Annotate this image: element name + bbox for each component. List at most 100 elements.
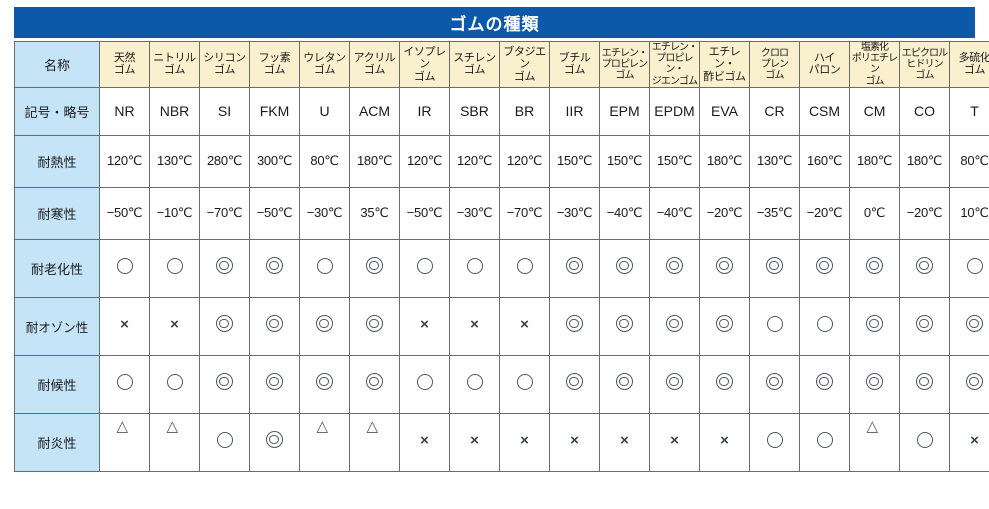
cell-sbr-0: 120℃ <box>449 134 500 188</box>
double-circle-icon <box>266 257 283 275</box>
cell-epm-0: 150℃ <box>599 134 650 188</box>
double-circle-icon <box>266 431 283 449</box>
type-header-epdm: エチレン・ プロピレン・ ジエンゴム <box>649 41 700 88</box>
column-header-name: 名称 <box>14 41 100 88</box>
cell-cr-2 <box>749 238 800 298</box>
circle-icon <box>516 257 533 274</box>
cell-eva-0: 180℃ <box>699 134 750 188</box>
cell-t-3 <box>949 296 989 356</box>
cell-co-4 <box>899 354 950 414</box>
table-row-property: 耐オゾン性 × × × × × <box>14 296 989 356</box>
cell-cm-2 <box>849 238 900 298</box>
type-header-si: シリコン ゴム <box>199 41 250 88</box>
cell-br-5: × <box>499 412 550 472</box>
cell-iir-2 <box>549 238 600 298</box>
abbr-nr: NR <box>99 86 150 136</box>
cell-cm-5 <box>849 412 900 472</box>
type-header-iir: ブチル ゴム <box>549 41 600 88</box>
cross-icon: × <box>620 432 629 450</box>
cell-epm-5: × <box>599 412 650 472</box>
circle-icon <box>416 373 433 390</box>
triangle-icon <box>117 420 133 446</box>
cell-cr-0: 130℃ <box>749 134 800 188</box>
abbr-si: SI <box>199 86 250 136</box>
double-circle-icon <box>266 315 283 333</box>
cross-icon: × <box>970 432 979 450</box>
cell-epdm-1: −40℃ <box>649 186 700 240</box>
abbr-acm: ACM <box>349 86 400 136</box>
cell-nbr-2 <box>149 238 200 298</box>
cell-eva-3 <box>699 296 750 356</box>
circle-icon <box>166 373 183 390</box>
circle-icon <box>116 257 133 274</box>
double-circle-icon <box>716 315 733 333</box>
cell-iir-3 <box>549 296 600 356</box>
cross-icon: × <box>120 316 129 334</box>
cross-icon: × <box>170 316 179 334</box>
triangle-icon <box>367 420 383 446</box>
double-circle-icon <box>316 373 333 391</box>
cell-co-2 <box>899 238 950 298</box>
circle-icon <box>816 315 833 332</box>
cell-fkm-1: −50℃ <box>249 186 300 240</box>
abbr-fkm: FKM <box>249 86 300 136</box>
cross-icon: × <box>720 432 729 450</box>
cell-iir-1: −30℃ <box>549 186 600 240</box>
row-header-3: 耐オゾン性 <box>14 296 100 356</box>
cell-ir-4 <box>399 354 450 414</box>
cell-cm-4 <box>849 354 900 414</box>
cell-br-0: 120℃ <box>499 134 550 188</box>
cell-ir-5: × <box>399 412 450 472</box>
cell-acm-5 <box>349 412 400 472</box>
double-circle-icon <box>866 373 883 391</box>
abbr-co: CO <box>899 86 950 136</box>
cell-br-2 <box>499 238 550 298</box>
cell-epm-2 <box>599 238 650 298</box>
cell-csm-1: −20℃ <box>799 186 850 240</box>
cell-cr-1: −35℃ <box>749 186 800 240</box>
cell-br-3: × <box>499 296 550 356</box>
cell-u-1: −30℃ <box>299 186 350 240</box>
cell-co-0: 180℃ <box>899 134 950 188</box>
double-circle-icon <box>616 315 633 333</box>
cell-nbr-4 <box>149 354 200 414</box>
cell-eva-4 <box>699 354 750 414</box>
cell-csm-0: 160℃ <box>799 134 850 188</box>
cell-csm-5 <box>799 412 850 472</box>
triangle-icon <box>167 420 183 446</box>
type-header-acm: アクリル ゴム <box>349 41 400 88</box>
double-circle-icon <box>316 315 333 333</box>
type-header-t: 多硫化 ゴム <box>949 41 989 88</box>
cross-icon: × <box>520 316 529 334</box>
abbr-iir: IIR <box>549 86 600 136</box>
table-row-property: 耐寒性 −50℃ −10℃ −70℃ −50℃ −30℃ 35℃ −50℃ −30℃ −70℃ −3… <box>14 186 989 240</box>
cell-nr-0: 120℃ <box>99 134 150 188</box>
abbr-nbr: NBR <box>149 86 200 136</box>
circle-icon <box>216 431 233 448</box>
abbr-t: T <box>949 86 989 136</box>
cell-co-1: −20℃ <box>899 186 950 240</box>
cell-acm-3 <box>349 296 400 356</box>
cell-br-1: −70℃ <box>499 186 550 240</box>
double-circle-icon <box>866 315 883 333</box>
abbr-cm: CM <box>849 86 900 136</box>
cell-nbr-5 <box>149 412 200 472</box>
circle-icon <box>516 373 533 390</box>
type-header-co: エピクロル ヒドリン ゴム <box>899 41 950 88</box>
type-header-cm: 塩素化 ポリエチレン ゴム <box>849 41 900 88</box>
cell-si-0: 280℃ <box>199 134 250 188</box>
abbr-cr: CR <box>749 86 800 136</box>
double-circle-icon <box>216 373 233 391</box>
cell-eva-5: × <box>699 412 750 472</box>
cell-si-3 <box>199 296 250 356</box>
double-circle-icon <box>216 315 233 333</box>
cell-nr-5 <box>99 412 150 472</box>
double-circle-icon <box>716 373 733 391</box>
cross-icon: × <box>470 432 479 450</box>
cell-csm-4 <box>799 354 850 414</box>
triangle-icon <box>867 420 883 446</box>
cell-ir-2 <box>399 238 450 298</box>
cross-icon: × <box>520 432 529 450</box>
circle-icon <box>416 257 433 274</box>
